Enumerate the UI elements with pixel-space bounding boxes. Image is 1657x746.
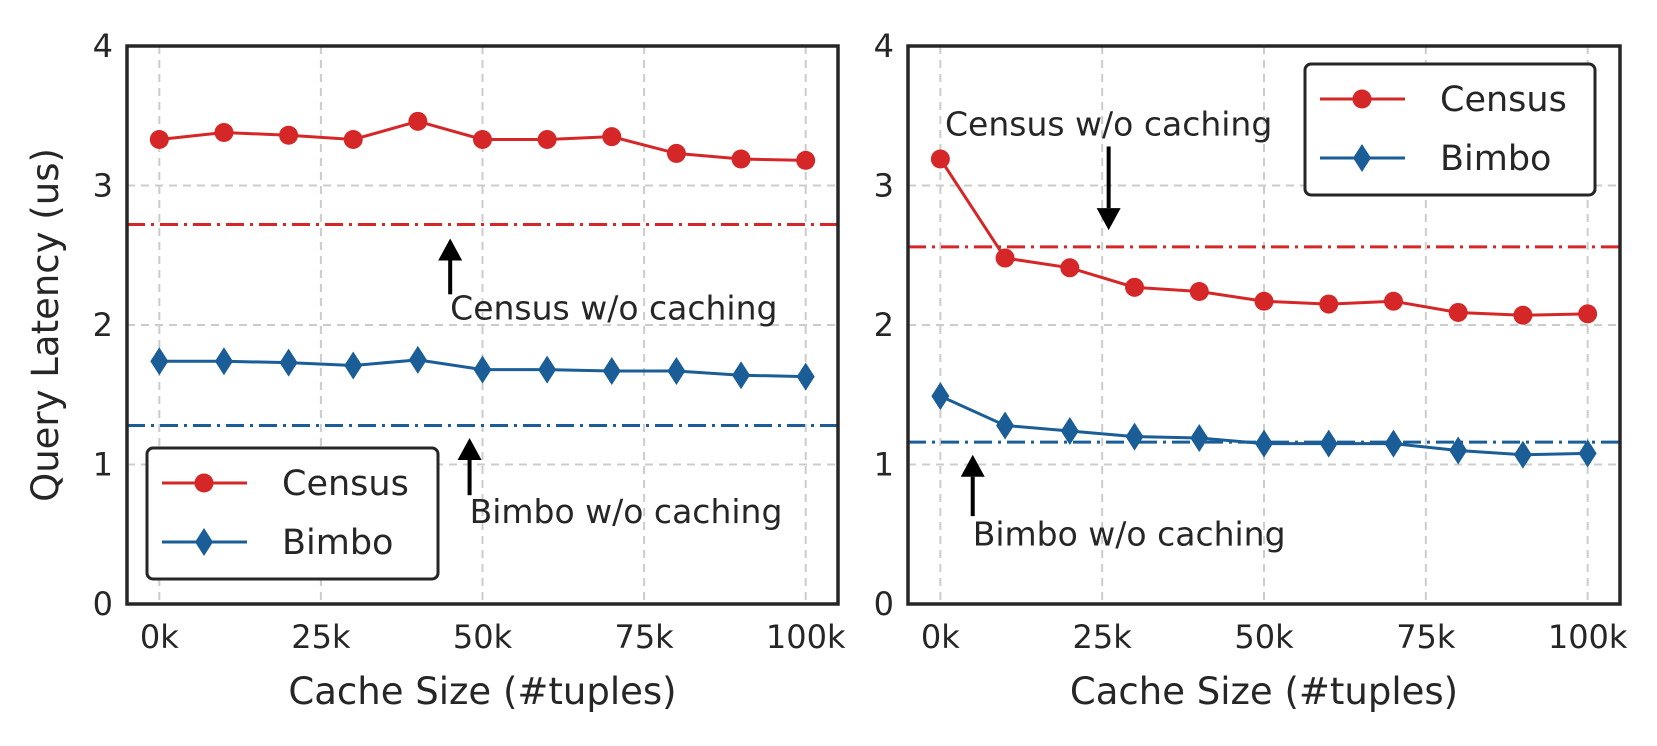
chart-panel-2: Census w/o caching Bimbo w/o caching 0k 25k… [874,27,1628,713]
x-tick-label: 100k [766,618,846,656]
data-point-census [1319,294,1339,314]
annotation-label: Census w/o caching [945,104,1272,143]
legend-label-census: Census [282,464,409,504]
data-point-bimbo [473,355,492,384]
data-point-census [279,125,299,145]
legend-marker-census [194,473,214,493]
legend-marker-census [1352,89,1372,109]
x-tick-label: 50k [1234,618,1294,656]
chart-panel-1: Census w/o caching Bimbo w/o caching 0k 25k… [24,27,846,713]
annotation-label: Bimbo w/o caching [470,492,783,531]
x-axis-label: Cache Size (#tuples) [1070,670,1458,713]
data-point-census [1578,304,1598,324]
legend-box [145,446,440,581]
data-point-census [796,150,816,170]
data-point-census [214,122,234,142]
data-point-bimbo [667,357,686,386]
data-point-bimbo [408,345,427,374]
data-point-bimbo [150,347,169,376]
legend-label-bimbo: Bimbo [1440,139,1551,179]
data-point-bimbo [1125,422,1144,451]
y-axis-label: Query Latency (us) [24,148,67,502]
data-point-bimbo [1449,436,1468,465]
data-point-bimbo [732,361,751,390]
data-point-census [1125,277,1145,297]
data-point-census [1448,302,1468,322]
data-point-census [1383,291,1403,311]
data-point-census [408,111,428,131]
data-point-census [1513,305,1533,325]
data-point-bimbo [214,347,233,376]
data-point-bimbo [1513,440,1532,469]
plot-frame [906,44,1622,606]
data-point-census [473,129,492,149]
annotation-arrow-head [438,238,463,261]
legend-box [1303,62,1597,197]
x-tick-label: 25k [291,618,351,656]
data-point-bimbo [1384,429,1403,458]
data-point-bimbo [1319,429,1338,458]
annotation-label: Bimbo w/o caching [973,514,1286,553]
annotation-label: Census w/o caching [450,288,777,327]
legend: Census Bimbo [1303,62,1597,197]
data-point-census [666,143,686,163]
data-point-bimbo [1060,417,1079,446]
data-point-bimbo [602,357,621,386]
data-point-bimbo [996,411,1015,440]
data-point-census [1060,258,1080,278]
legend-label-census: Census [1440,80,1567,120]
y-tick-label: 4 [93,27,113,65]
y-tick-label: 2 [874,306,894,344]
y-tick-label: 3 [874,167,894,205]
data-point-census [149,129,169,149]
data-point-bimbo [1255,429,1273,458]
data-point-census [1254,291,1274,311]
legend-marker-bimbo [195,528,213,556]
plot-area [908,149,1620,469]
x-tick-label: 50k [453,618,513,656]
annotation-arrow-head [960,454,985,477]
data-point-census [731,149,751,169]
x-tick-label: 75k [614,618,674,656]
y-tick-label: 2 [93,306,113,344]
legend: Census Bimbo [145,446,440,581]
data-point-census [602,127,622,147]
data-point-bimbo [279,348,298,377]
x-tick-label: 75k [1396,618,1456,656]
data-point-census [995,248,1015,268]
x-axis-label: Cache Size (#tuples) [288,670,676,713]
data-point-bimbo [538,355,557,384]
x-tick-label: 0k [140,618,179,656]
data-point-bimbo [344,351,363,380]
data-point-census [930,149,950,169]
x-tick-label: 0k [921,618,960,656]
legend-label-bimbo: Bimbo [282,523,393,563]
y-tick-label: 1 [874,446,894,484]
y-tick-label: 1 [93,446,113,484]
data-point-bimbo [796,362,815,391]
data-point-bimbo [1190,423,1209,452]
data-point-bimbo [931,382,950,411]
legend-marker-bimbo [1353,144,1371,172]
x-tick-label: 25k [1073,618,1133,656]
x-tick-label: 100k [1548,618,1628,656]
data-point-census [537,129,557,149]
y-tick-label: 0 [93,585,113,623]
annotation-arrow-head [1096,208,1121,231]
plot-area [127,111,838,427]
data-point-census [1189,282,1209,302]
annotation-arrow-head [457,437,482,460]
data-point-census [343,129,363,149]
y-tick-label: 3 [93,167,113,205]
y-tick-label: 4 [874,27,894,65]
y-tick-label: 0 [874,585,894,623]
data-point-bimbo [1578,439,1597,468]
plot-frame [125,44,840,606]
